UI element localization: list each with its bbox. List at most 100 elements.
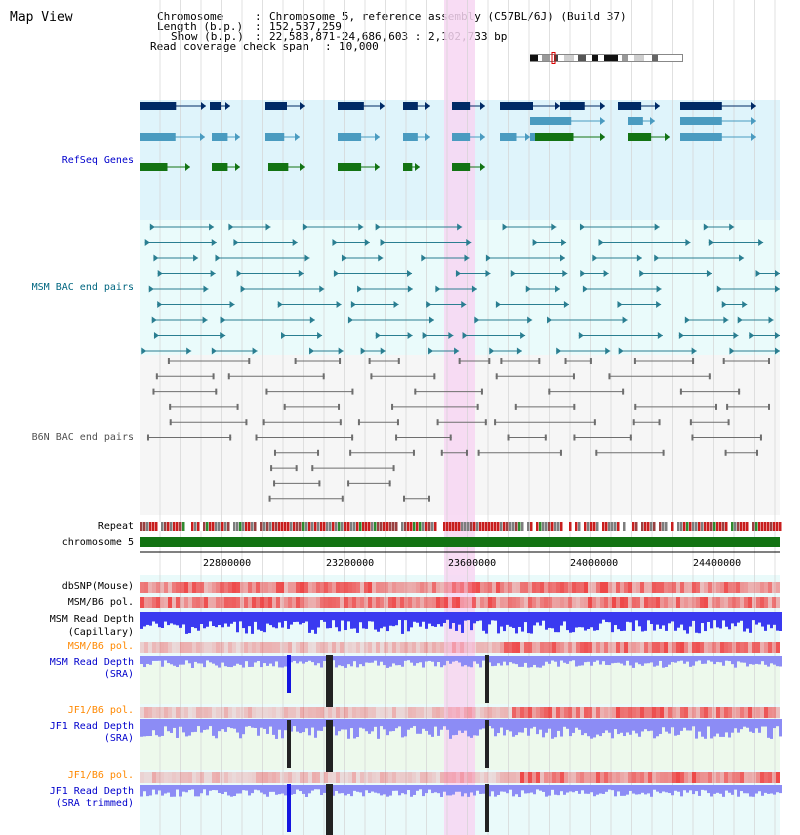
jf1-depth-sra-bar [401, 719, 404, 738]
jf1-b6-pol-trim-cell [324, 772, 328, 783]
jf1-depth-sra-bar [344, 719, 347, 730]
repeat-block [539, 522, 542, 531]
dbsnp-cell [676, 582, 680, 593]
jf1-depth-trimmed-bar [422, 785, 425, 797]
repeat-block [521, 522, 524, 531]
repeat-block [386, 522, 389, 531]
repeat-block [644, 522, 647, 531]
b6n-bac-end-marker [339, 419, 342, 426]
msm-depth-sra-bar [383, 656, 386, 666]
msm-b6-pol-cell [392, 597, 396, 608]
b6n-bac-end-marker [391, 403, 394, 410]
dbsnp-cell [620, 582, 624, 593]
msm-depth-sra-bar [164, 656, 167, 661]
dbsnp-cell [560, 582, 564, 593]
jf1-b6-pol-trim-cell [396, 772, 400, 783]
refseq-gene-row-1-exon [403, 102, 418, 110]
repeat-block [779, 522, 782, 531]
dbsnp-cell [512, 582, 516, 593]
msm-b6-pol-sra-cell [576, 642, 580, 653]
jf1-b6-pol-cell [272, 707, 276, 718]
msm-b6-pol-cell [772, 597, 776, 608]
jf1-b6-pol-cell [396, 707, 400, 718]
refseq-genes-label: RefSeq Genes [61, 155, 134, 166]
b6n-bac-end-marker [559, 449, 562, 456]
jf1-depth-trimmed-bar [356, 785, 359, 792]
jf1-b6-pol-cell [148, 707, 152, 718]
jf1-b6-pol-cell [636, 707, 640, 718]
jf1-b6-pol-trim-cell [220, 772, 224, 783]
msm-b6-pol-cell [536, 597, 540, 608]
jf1-depth-sra-bar [464, 719, 467, 731]
jf1-b6-pol-cell [316, 707, 320, 718]
refseq-gene-row-3-strand-arrow [295, 133, 300, 141]
jf1-b6-pol-trim-cell [204, 772, 208, 783]
msm-depth-capillary-bar [773, 612, 776, 625]
msm-depth-capillary-bar [398, 612, 401, 620]
dbsnp-cell [768, 582, 772, 593]
msm-b6-pol-cell [144, 597, 148, 608]
jf1-depth-trimmed-bar [692, 785, 695, 795]
msm-depth-capillary-bar [755, 612, 758, 625]
jf1-depth-sra-bar [461, 719, 464, 733]
jf1-b6-pol-trim-cell [592, 772, 596, 783]
dbsnp-cell [700, 582, 704, 593]
jf1-read-depth-sra-label: JF1 Read Depth [49, 721, 134, 732]
dbsnp-cell [696, 582, 700, 593]
msm-bac-end-marker [729, 223, 735, 231]
b6n-bac-end-marker [294, 358, 297, 364]
b6n-bac-end-marker [397, 358, 400, 364]
msm-read-depth-capillary-sublabel: (Capillary) [67, 627, 134, 638]
dbsnp-cell [344, 582, 348, 593]
msm-b6-pol-sra-cell [240, 642, 244, 653]
msm-bac-end-marker [551, 223, 557, 231]
jf1-depth-trimmed-bar [542, 785, 545, 792]
msm-b6-pol-cell [588, 597, 592, 608]
jf1-b6-pol-trim-cell [472, 772, 476, 783]
chromosome-ideogram[interactable] [530, 52, 683, 64]
msm-depth-capillary-bar [287, 612, 290, 629]
jf1-depth-trimmed-bar [530, 785, 533, 793]
jf1-depth-trimmed-bar [656, 785, 659, 792]
refseq-gene-row-5-exon [535, 133, 574, 141]
msm-b6-pol-sra-cell [148, 642, 152, 653]
msm-bac-end-marker [364, 239, 370, 246]
jf1-depth-sra-bar [509, 719, 512, 732]
jf1-b6-pol-cell [540, 707, 544, 718]
repeat-block [251, 522, 254, 531]
msm-depth-sra-bar [371, 656, 374, 663]
jf1-b6-pol-cell [220, 707, 224, 718]
b6n-bac-end-marker [608, 373, 611, 380]
jf1-b6-pol-cell [668, 707, 672, 718]
jf1-b6-pol-trim-cell [640, 772, 644, 783]
msm-depth-sra-bar [575, 656, 578, 667]
msm-b6-pol-cell [416, 597, 420, 608]
jf1-depth-trimmed-bar [161, 785, 164, 796]
dbsnp-cell [408, 582, 412, 593]
msm-bac-end-marker [547, 316, 553, 324]
msm-depth-sra-bar [299, 656, 302, 662]
jf1-b6-pol-trim-cell [352, 772, 356, 783]
jf1-b6-pol-cell [320, 707, 324, 718]
dbsnp-cell [236, 582, 240, 593]
dbsnp-cell [688, 582, 692, 593]
msm-bac-end-marker [193, 254, 199, 262]
repeat-block [419, 522, 422, 531]
msm-b6-pol-cell [492, 597, 496, 608]
repeat-block [452, 522, 455, 531]
msm-bac-end-marker [358, 223, 364, 231]
jf1-b6-pol-cell [368, 707, 372, 718]
msm-bac-end-marker [729, 347, 735, 355]
msm-depth-sra-bar [302, 656, 305, 664]
msm-b6-pol-sra-cell [396, 642, 400, 653]
jf1-b6-pol-trim-cell [404, 772, 408, 783]
b6n-bac-end-marker [724, 449, 727, 456]
jf1-b6-pol-cell [584, 707, 588, 718]
b6n-bac-end-marker [476, 403, 479, 410]
jf1-depth-sra-bar [728, 719, 731, 738]
jf1-depth-trimmed-bar [650, 785, 653, 797]
repeat-block [209, 522, 212, 531]
msm-b6-pol-sra-cell [188, 642, 192, 653]
jf1-b6-pol-cell [400, 707, 404, 718]
